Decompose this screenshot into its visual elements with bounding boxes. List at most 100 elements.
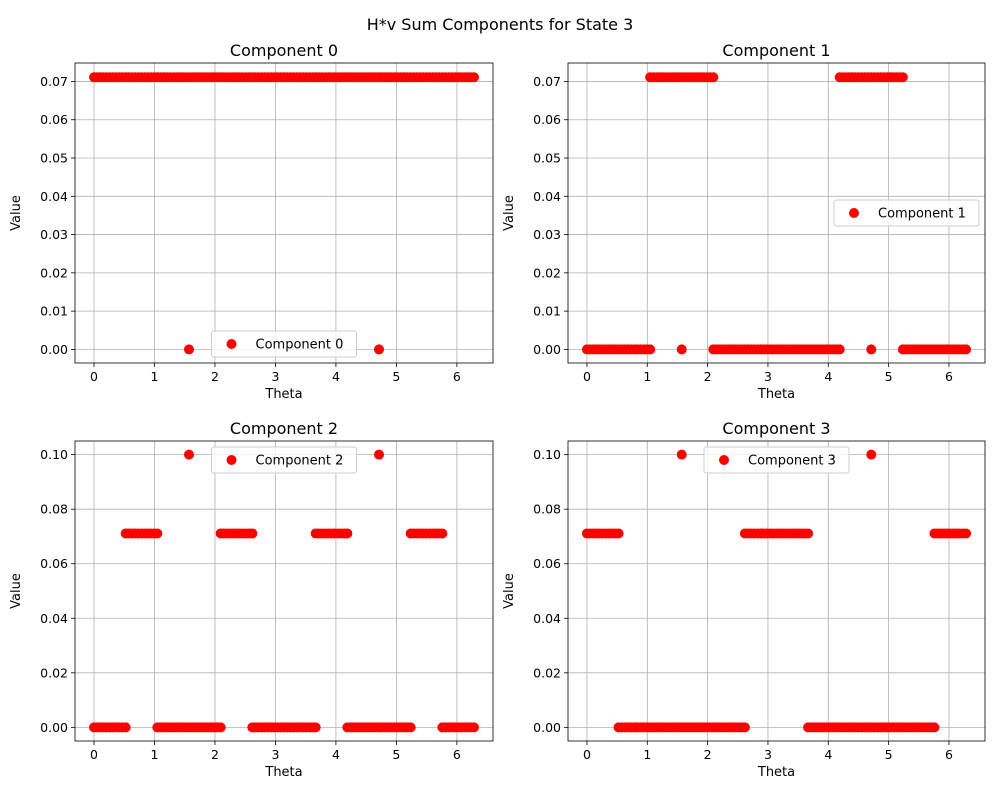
y-tick-label: 0.00 — [533, 720, 561, 735]
legend-box — [211, 446, 357, 474]
subplot-1: 0 1 2 3 4 5 6 0.00 0.01 0.02 0.03 0.04 0.05 0.06 0.07 C… — [502, 41, 986, 402]
legend-box — [833, 199, 980, 227]
markers — [89, 72, 480, 355]
subplot-title: Component 0 — [230, 41, 338, 60]
y-tick-label: 0.04 — [533, 189, 561, 204]
data-point — [469, 722, 480, 733]
y-tick-label: 0.10 — [40, 447, 68, 462]
x-tick-label: 5 — [885, 747, 893, 762]
y-tick-label: 0.02 — [40, 665, 68, 680]
data-point — [676, 449, 687, 460]
y-axis-label: Value — [9, 573, 24, 609]
data-point — [184, 344, 195, 355]
data-point — [645, 344, 656, 355]
legend: Component 3 — [703, 446, 850, 474]
x-axis-label: Theta — [264, 765, 302, 780]
y-tick-label: 0.05 — [533, 151, 561, 166]
y-axis-label: Value — [502, 195, 517, 231]
data-point — [803, 528, 814, 539]
y-tick-label: 0.00 — [40, 720, 68, 735]
y-tick-label: 0.04 — [40, 611, 68, 626]
legend-label: Component 1 — [878, 207, 966, 222]
legend-box — [211, 330, 357, 358]
data-point — [834, 344, 845, 355]
x-tick-label: 2 — [211, 747, 219, 762]
data-point — [469, 72, 480, 83]
data-point — [184, 449, 195, 460]
y-tick-label: 0.07 — [40, 74, 68, 89]
data-point — [929, 722, 940, 733]
data-point — [342, 528, 353, 539]
y-tick-label: 0.01 — [40, 304, 68, 319]
data-point — [961, 528, 972, 539]
y-tick-label: 0.03 — [533, 227, 561, 242]
y-tick-label: 0.02 — [533, 265, 561, 280]
legend-label: Component 0 — [256, 338, 344, 353]
y-tick-label: 0.02 — [40, 265, 68, 280]
data-point — [613, 528, 624, 539]
x-tick-label: 5 — [885, 369, 893, 384]
y-axis-label: Value — [502, 573, 517, 609]
data-point — [215, 722, 226, 733]
data-point — [866, 449, 877, 460]
x-tick-label: 1 — [643, 369, 651, 384]
axes-frame — [567, 440, 986, 742]
data-point — [961, 344, 972, 355]
legend-marker — [226, 339, 237, 349]
subplot-0: 0 1 2 3 4 5 6 0.00 0.01 0.02 0.03 0.04 0.05 0.06 0.07 C… — [9, 41, 494, 402]
data-point — [405, 722, 416, 733]
x-tick-label: 6 — [945, 369, 953, 384]
x-tick-label: 1 — [151, 369, 159, 384]
x-axis-label: Theta — [264, 387, 302, 402]
y-tick-label: 0.08 — [533, 502, 561, 517]
x-tick-label: 0 — [583, 369, 591, 384]
x-tick-label: 3 — [271, 369, 279, 384]
data-point — [866, 344, 877, 355]
y-tick-label: 0.06 — [533, 112, 561, 127]
y-tick-label: 0.10 — [533, 447, 561, 462]
axes-frame — [74, 440, 494, 742]
x-axis-label: Theta — [757, 765, 795, 780]
legend-marker — [226, 455, 237, 465]
figure-suptitle: H*v Sum Components for State 3 — [367, 15, 634, 34]
y-tick-label: 0.06 — [40, 556, 68, 571]
subplot-2: 0 1 2 3 4 5 6 0.00 0.02 0.04 0.06 0.08 0.10 Component… — [9, 419, 494, 780]
legend: Component 2 — [211, 446, 357, 474]
x-tick-label: 4 — [332, 369, 340, 384]
y-tick-label: 0.08 — [40, 502, 68, 517]
legend: Component 1 — [833, 199, 980, 227]
x-tick-label: 3 — [764, 747, 772, 762]
x-tick-label: 6 — [453, 369, 461, 384]
y-tick-label: 0.01 — [533, 304, 561, 319]
data-point — [708, 72, 719, 83]
y-tick-label: 0.03 — [40, 227, 68, 242]
x-tick-label: 3 — [271, 747, 279, 762]
y-tick-label: 0.07 — [533, 74, 561, 89]
legend-label: Component 3 — [748, 454, 836, 469]
data-point — [247, 528, 258, 539]
y-tick-label: 0.00 — [40, 342, 68, 357]
y-axis-label: Value — [9, 195, 24, 231]
x-tick-label: 0 — [90, 747, 98, 762]
y-tick-label: 0.06 — [533, 556, 561, 571]
data-point — [374, 344, 385, 355]
x-tick-label: 3 — [764, 369, 772, 384]
subplot-title: Component 2 — [230, 419, 338, 438]
markers — [581, 449, 972, 733]
data-point — [374, 449, 385, 460]
x-tick-label: 2 — [704, 747, 712, 762]
x-tick-label: 4 — [824, 369, 832, 384]
x-tick-label: 1 — [643, 747, 651, 762]
subplot-3: 0 1 2 3 4 5 6 0.00 0.02 0.04 0.06 0.08 0.10 Component… — [502, 419, 986, 780]
x-tick-label: 5 — [392, 747, 400, 762]
x-tick-label: 4 — [332, 747, 340, 762]
data-point — [437, 528, 448, 539]
markers — [89, 449, 480, 733]
data-point — [676, 344, 687, 355]
data-point — [897, 72, 908, 83]
y-tick-label: 0.00 — [533, 342, 561, 357]
data-point — [310, 722, 321, 733]
data-point — [120, 722, 131, 733]
legend: Component 0 — [211, 330, 357, 358]
